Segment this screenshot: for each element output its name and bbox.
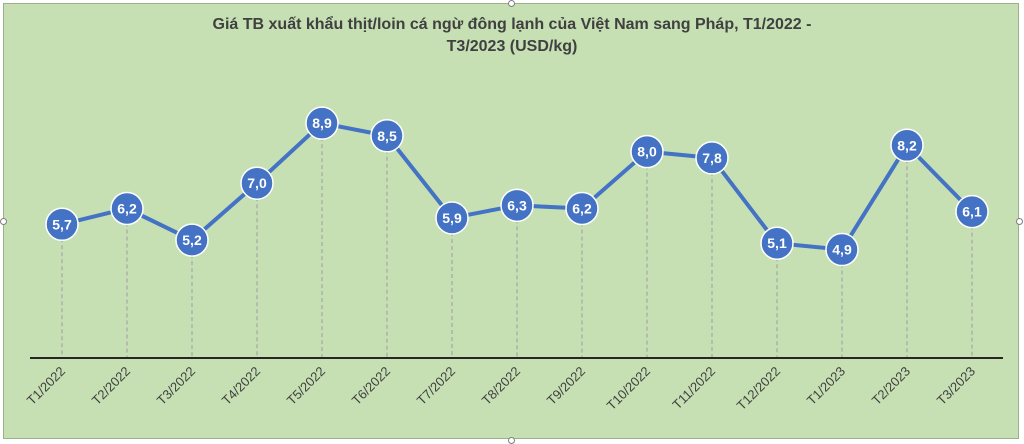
data-label: 6,2 [117, 200, 137, 216]
resize-handle-right[interactable] [1016, 218, 1023, 225]
x-tick-label: T4/2022 [219, 364, 263, 408]
x-tick-label: T2/2022 [89, 364, 133, 408]
chart-title-line-1: Giá TB xuất khẩu thịt/loin cá ngừ đông l… [212, 16, 812, 33]
x-tick-label: T7/2022 [414, 364, 458, 408]
data-label: 4,9 [832, 242, 852, 258]
data-label: 8,9 [312, 115, 332, 131]
data-point [630, 134, 664, 169]
x-tick-label: T10/2022 [604, 364, 653, 413]
data-label: 6,1 [962, 204, 982, 220]
data-label: 8,2 [897, 137, 917, 153]
data-label: 5,1 [767, 235, 787, 251]
data-point [825, 232, 859, 267]
resize-handle-top[interactable] [508, 0, 515, 7]
data-label: 5,9 [442, 210, 462, 226]
data-point [175, 223, 209, 257]
data-point [955, 194, 989, 229]
data-point [110, 191, 144, 226]
data-point [890, 128, 924, 163]
x-tick-label: T9/2022 [544, 364, 588, 408]
data-label: 8,0 [637, 144, 657, 160]
x-tick-label: T1/2023 [804, 364, 848, 408]
x-tick-label: T2/2023 [869, 364, 913, 408]
data-point [305, 106, 339, 140]
data-point [760, 226, 794, 260]
x-tick-label: T11/2022 [669, 364, 718, 413]
x-tick-label: T5/2022 [284, 364, 328, 408]
x-tick-label: T8/2022 [479, 364, 523, 408]
data-point [500, 188, 534, 223]
x-tick-label: T3/2022 [154, 364, 198, 408]
data-label: 5,7 [52, 216, 72, 232]
data-label: 7,0 [247, 175, 267, 191]
data-point [240, 166, 274, 200]
data-label: 5,2 [182, 232, 202, 248]
data-point [45, 207, 79, 242]
data-label: 6,2 [572, 200, 592, 216]
chart-area: Giá TB xuất khẩu thịt/loin cá ngừ đông l… [3, 3, 1019, 439]
x-tick-label: T12/2022 [734, 364, 783, 413]
resize-handle-left[interactable] [0, 218, 7, 225]
data-point [435, 201, 469, 235]
x-tick-label: T6/2022 [349, 364, 393, 408]
chart-title: Giá TB xuất khẩu thịt/loin cá ngừ đông l… [4, 14, 1020, 58]
data-point [695, 141, 729, 175]
data-point [370, 119, 404, 153]
x-tick-label: T1/2022 [24, 364, 68, 408]
chart-title-line-2: T3/2023 (USD/kg) [446, 38, 578, 55]
data-label: 8,5 [377, 128, 397, 144]
data-point [565, 191, 599, 226]
x-tick-label: T3/2023 [934, 364, 978, 408]
data-label: 6,3 [507, 197, 527, 213]
data-label: 7,8 [702, 150, 722, 166]
